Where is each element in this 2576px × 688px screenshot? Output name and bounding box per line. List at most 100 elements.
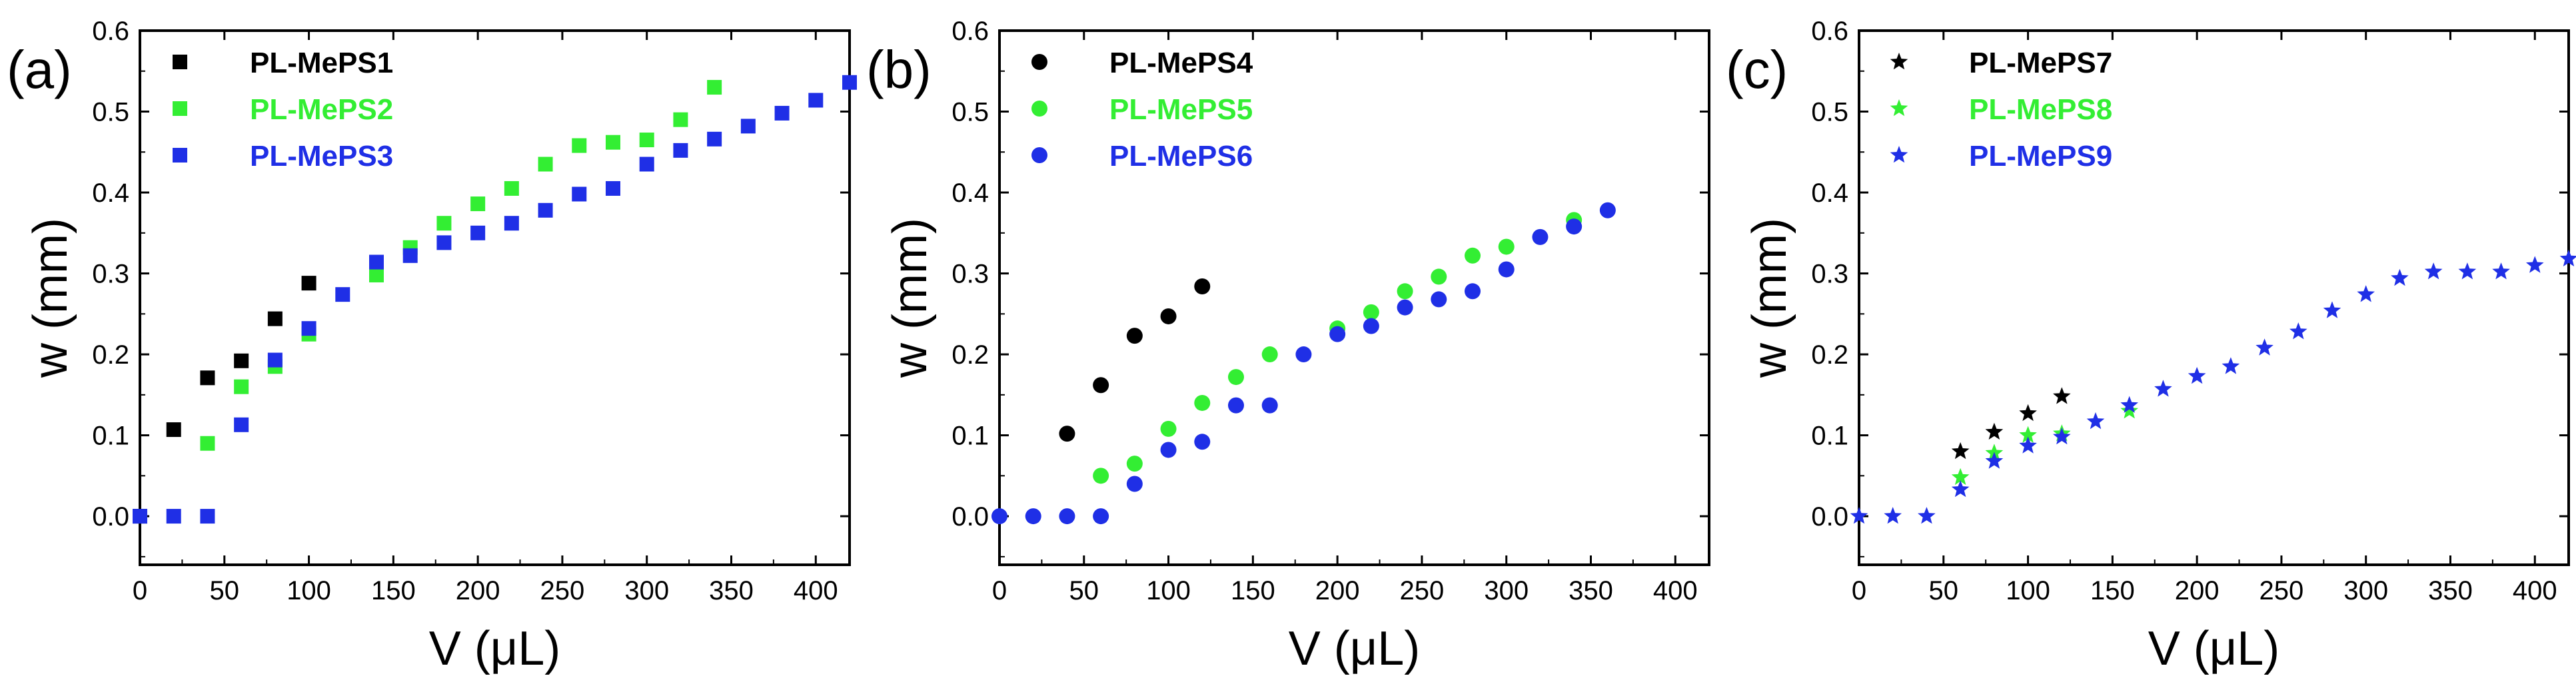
x-tick-label: 200 xyxy=(456,576,500,605)
data-point xyxy=(200,436,215,451)
data-point xyxy=(2255,338,2273,356)
data-point xyxy=(133,509,147,524)
data-point xyxy=(1985,452,2004,469)
data-point xyxy=(1295,346,1312,363)
data-point xyxy=(572,138,587,153)
data-point xyxy=(2323,301,2341,318)
legend-marker xyxy=(173,101,187,116)
data-point xyxy=(1465,283,1481,300)
x-tick-label: 150 xyxy=(2090,576,2135,605)
plot-frame xyxy=(1858,29,2570,566)
data-point xyxy=(1951,480,1970,498)
data-point xyxy=(2019,436,2037,454)
data-point xyxy=(200,509,215,524)
data-point xyxy=(1951,442,1970,460)
data-point xyxy=(2424,262,2443,280)
data-point xyxy=(1918,507,1936,524)
y-tick-label: 0.6 xyxy=(952,17,989,46)
legend-marker xyxy=(1031,101,1047,117)
x-tick-label: 350 xyxy=(1569,576,1613,605)
data-point xyxy=(606,135,620,150)
data-point xyxy=(1951,468,1970,486)
data-point xyxy=(2458,262,2477,280)
plot-frame xyxy=(139,29,851,566)
y-tick-label: 0.2 xyxy=(952,340,989,370)
x-axis-title: V (μL) xyxy=(1289,622,1421,675)
data-point xyxy=(1228,397,1244,414)
data-point xyxy=(1126,328,1143,344)
y-tick-label: 0.3 xyxy=(952,260,989,289)
y-tick-label: 0.4 xyxy=(1811,178,1848,208)
legend-marker xyxy=(1890,53,1908,70)
data-point xyxy=(1228,369,1244,386)
data-point xyxy=(1194,394,1211,411)
y-tick-label: 0.0 xyxy=(92,502,129,531)
data-point xyxy=(2120,402,2138,419)
data-point xyxy=(1599,202,1616,218)
data-point xyxy=(1431,268,1447,285)
data-point xyxy=(1431,291,1447,308)
data-point xyxy=(301,321,317,336)
x-tick-label: 50 xyxy=(1069,576,1099,605)
data-point xyxy=(1498,261,1515,278)
legend-label: PL-MePS2 xyxy=(250,93,393,126)
series-3 xyxy=(133,75,857,524)
x-tick-label: 250 xyxy=(1400,576,1445,605)
data-point xyxy=(1498,238,1515,255)
legend-marker xyxy=(1890,146,1908,163)
data-point xyxy=(1363,318,1379,334)
x-tick-label: 300 xyxy=(2343,576,2388,605)
data-point xyxy=(639,133,654,148)
data-point xyxy=(301,276,317,291)
x-tick-label: 200 xyxy=(1315,576,1360,605)
y-axis-title: w (mm) xyxy=(24,218,77,378)
x-tick-label: 300 xyxy=(1484,576,1529,605)
y-tick-label: 0.6 xyxy=(92,17,129,46)
data-point xyxy=(1397,299,1413,316)
data-point xyxy=(1363,304,1379,320)
data-point xyxy=(1160,420,1177,437)
chart-panel-3: 0 50 100 150 200 250 300 350 400 0.0 0.1 0.2 0.3 0.4 0… xyxy=(1726,17,2576,675)
series-3 xyxy=(991,202,1616,525)
data-point xyxy=(2053,428,2071,445)
data-point xyxy=(2019,426,2037,443)
data-point xyxy=(774,105,790,121)
chart-panels: 0 50 100 150 200 250 300 350 400 0.0 0.1 0.2 0.3 0.4 0… xyxy=(7,17,2576,675)
x-tick-label: 250 xyxy=(2259,576,2304,605)
x-tick-label: 0 xyxy=(992,576,1007,605)
data-point xyxy=(1059,508,1075,525)
data-point xyxy=(267,352,283,368)
x-axis-title: V (μL) xyxy=(2148,622,2280,675)
data-point xyxy=(538,202,553,218)
y-axis-title: w (mm) xyxy=(884,218,937,378)
data-point xyxy=(1093,468,1109,484)
series-1 xyxy=(1951,387,2071,460)
series-1 xyxy=(1059,278,1211,442)
data-point xyxy=(842,75,857,90)
data-point xyxy=(369,254,384,270)
data-point xyxy=(1025,508,1041,525)
data-point xyxy=(2222,357,2240,374)
data-point xyxy=(2289,322,2307,340)
x-tick-label: 400 xyxy=(794,576,838,605)
y-tick-label: 0.5 xyxy=(1811,98,1848,127)
data-point xyxy=(2053,387,2071,404)
data-point xyxy=(2086,412,2105,430)
legend-label: PL-MePS7 xyxy=(1969,47,2112,79)
panel-label: (b) xyxy=(866,40,932,99)
data-point xyxy=(707,131,722,147)
data-point xyxy=(740,119,756,134)
data-point xyxy=(2188,366,2206,384)
y-tick-label: 0.0 xyxy=(952,502,989,531)
legend-marker xyxy=(1890,99,1908,117)
x-tick-label: 0 xyxy=(133,576,147,605)
data-point xyxy=(572,186,587,202)
data-point xyxy=(1261,346,1278,363)
panel-label: (a) xyxy=(7,40,72,99)
legend-marker xyxy=(1031,147,1047,163)
x-tick-label: 250 xyxy=(540,576,585,605)
x-tick-label: 300 xyxy=(624,576,669,605)
data-point xyxy=(2357,285,2375,302)
data-point xyxy=(1160,308,1177,324)
